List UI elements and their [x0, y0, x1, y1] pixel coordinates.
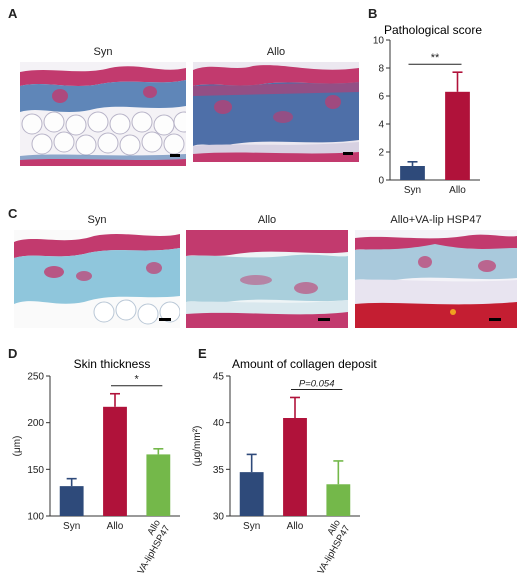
image-label-va-lip-c: Allo+VA-lip HSP47 [390, 214, 482, 226]
image-label-syn-a: Syn [93, 46, 113, 58]
bar [400, 166, 425, 180]
y-tick-label: 6 [378, 92, 384, 103]
category-label: Syn [63, 521, 80, 532]
micrograph-allo-c [186, 230, 348, 328]
bar [146, 454, 171, 516]
micrograph-syn-a [20, 62, 186, 166]
chart-title: Amount of collagen deposit [232, 357, 377, 371]
y-tick-label: 150 [27, 465, 44, 476]
bar [59, 486, 84, 516]
category-label: Allo [449, 185, 466, 196]
y-tick-label: 40 [213, 418, 225, 429]
y-tick-label: 100 [27, 512, 44, 523]
panel-label-b: B [368, 6, 378, 21]
image-label-syn-c: Syn [87, 214, 107, 226]
bar [283, 418, 307, 516]
category-label: Syn [243, 521, 260, 532]
y-tick-label: 10 [373, 36, 385, 47]
image-label-allo-c: Allo [257, 214, 277, 226]
scale-bar [489, 318, 501, 321]
y-tick-label: 4 [378, 120, 384, 131]
scale-bar [170, 154, 180, 157]
scale-bar [159, 318, 171, 321]
bar [326, 484, 351, 516]
micrograph-syn-c [14, 230, 180, 328]
y-tick-label: 35 [213, 465, 225, 476]
scale-bar [318, 318, 330, 321]
panel-label-a: A [8, 6, 18, 21]
y-tick-label: 200 [27, 418, 44, 429]
y-tick-label: 0 [378, 176, 384, 187]
micrograph-va-lip-c [355, 230, 517, 328]
chart-title: Pathological score [384, 23, 482, 37]
bar [445, 91, 470, 180]
category-label: Allo [107, 521, 124, 532]
significance-label: * [135, 374, 140, 386]
panel-label-d: D [8, 346, 18, 361]
category-label: Syn [404, 185, 421, 196]
significance-label: ** [431, 52, 440, 64]
y-tick-label: 45 [213, 372, 225, 383]
panel-label-c: C [8, 206, 18, 221]
y-tick-label: 250 [27, 372, 44, 383]
significance-label: P=0.054 [299, 378, 335, 389]
y-axis-label: (μm) [12, 436, 23, 457]
category-label: Allo+VA-lipHSP47 [303, 518, 352, 573]
scale-bar [343, 152, 353, 155]
bar [103, 406, 127, 516]
y-axis-label: (μg/mm²) [192, 426, 203, 467]
micrograph-allo-a [193, 62, 359, 162]
category-label: Allo [287, 521, 304, 532]
y-tick-label: 30 [213, 512, 225, 523]
y-tick-label: 8 [378, 64, 384, 75]
bar [239, 472, 264, 516]
chart-title: Skin thickness [74, 357, 151, 371]
y-tick-label: 2 [378, 148, 384, 159]
panel-label-e: E [198, 346, 207, 361]
image-label-allo-a: Allo [266, 46, 286, 58]
